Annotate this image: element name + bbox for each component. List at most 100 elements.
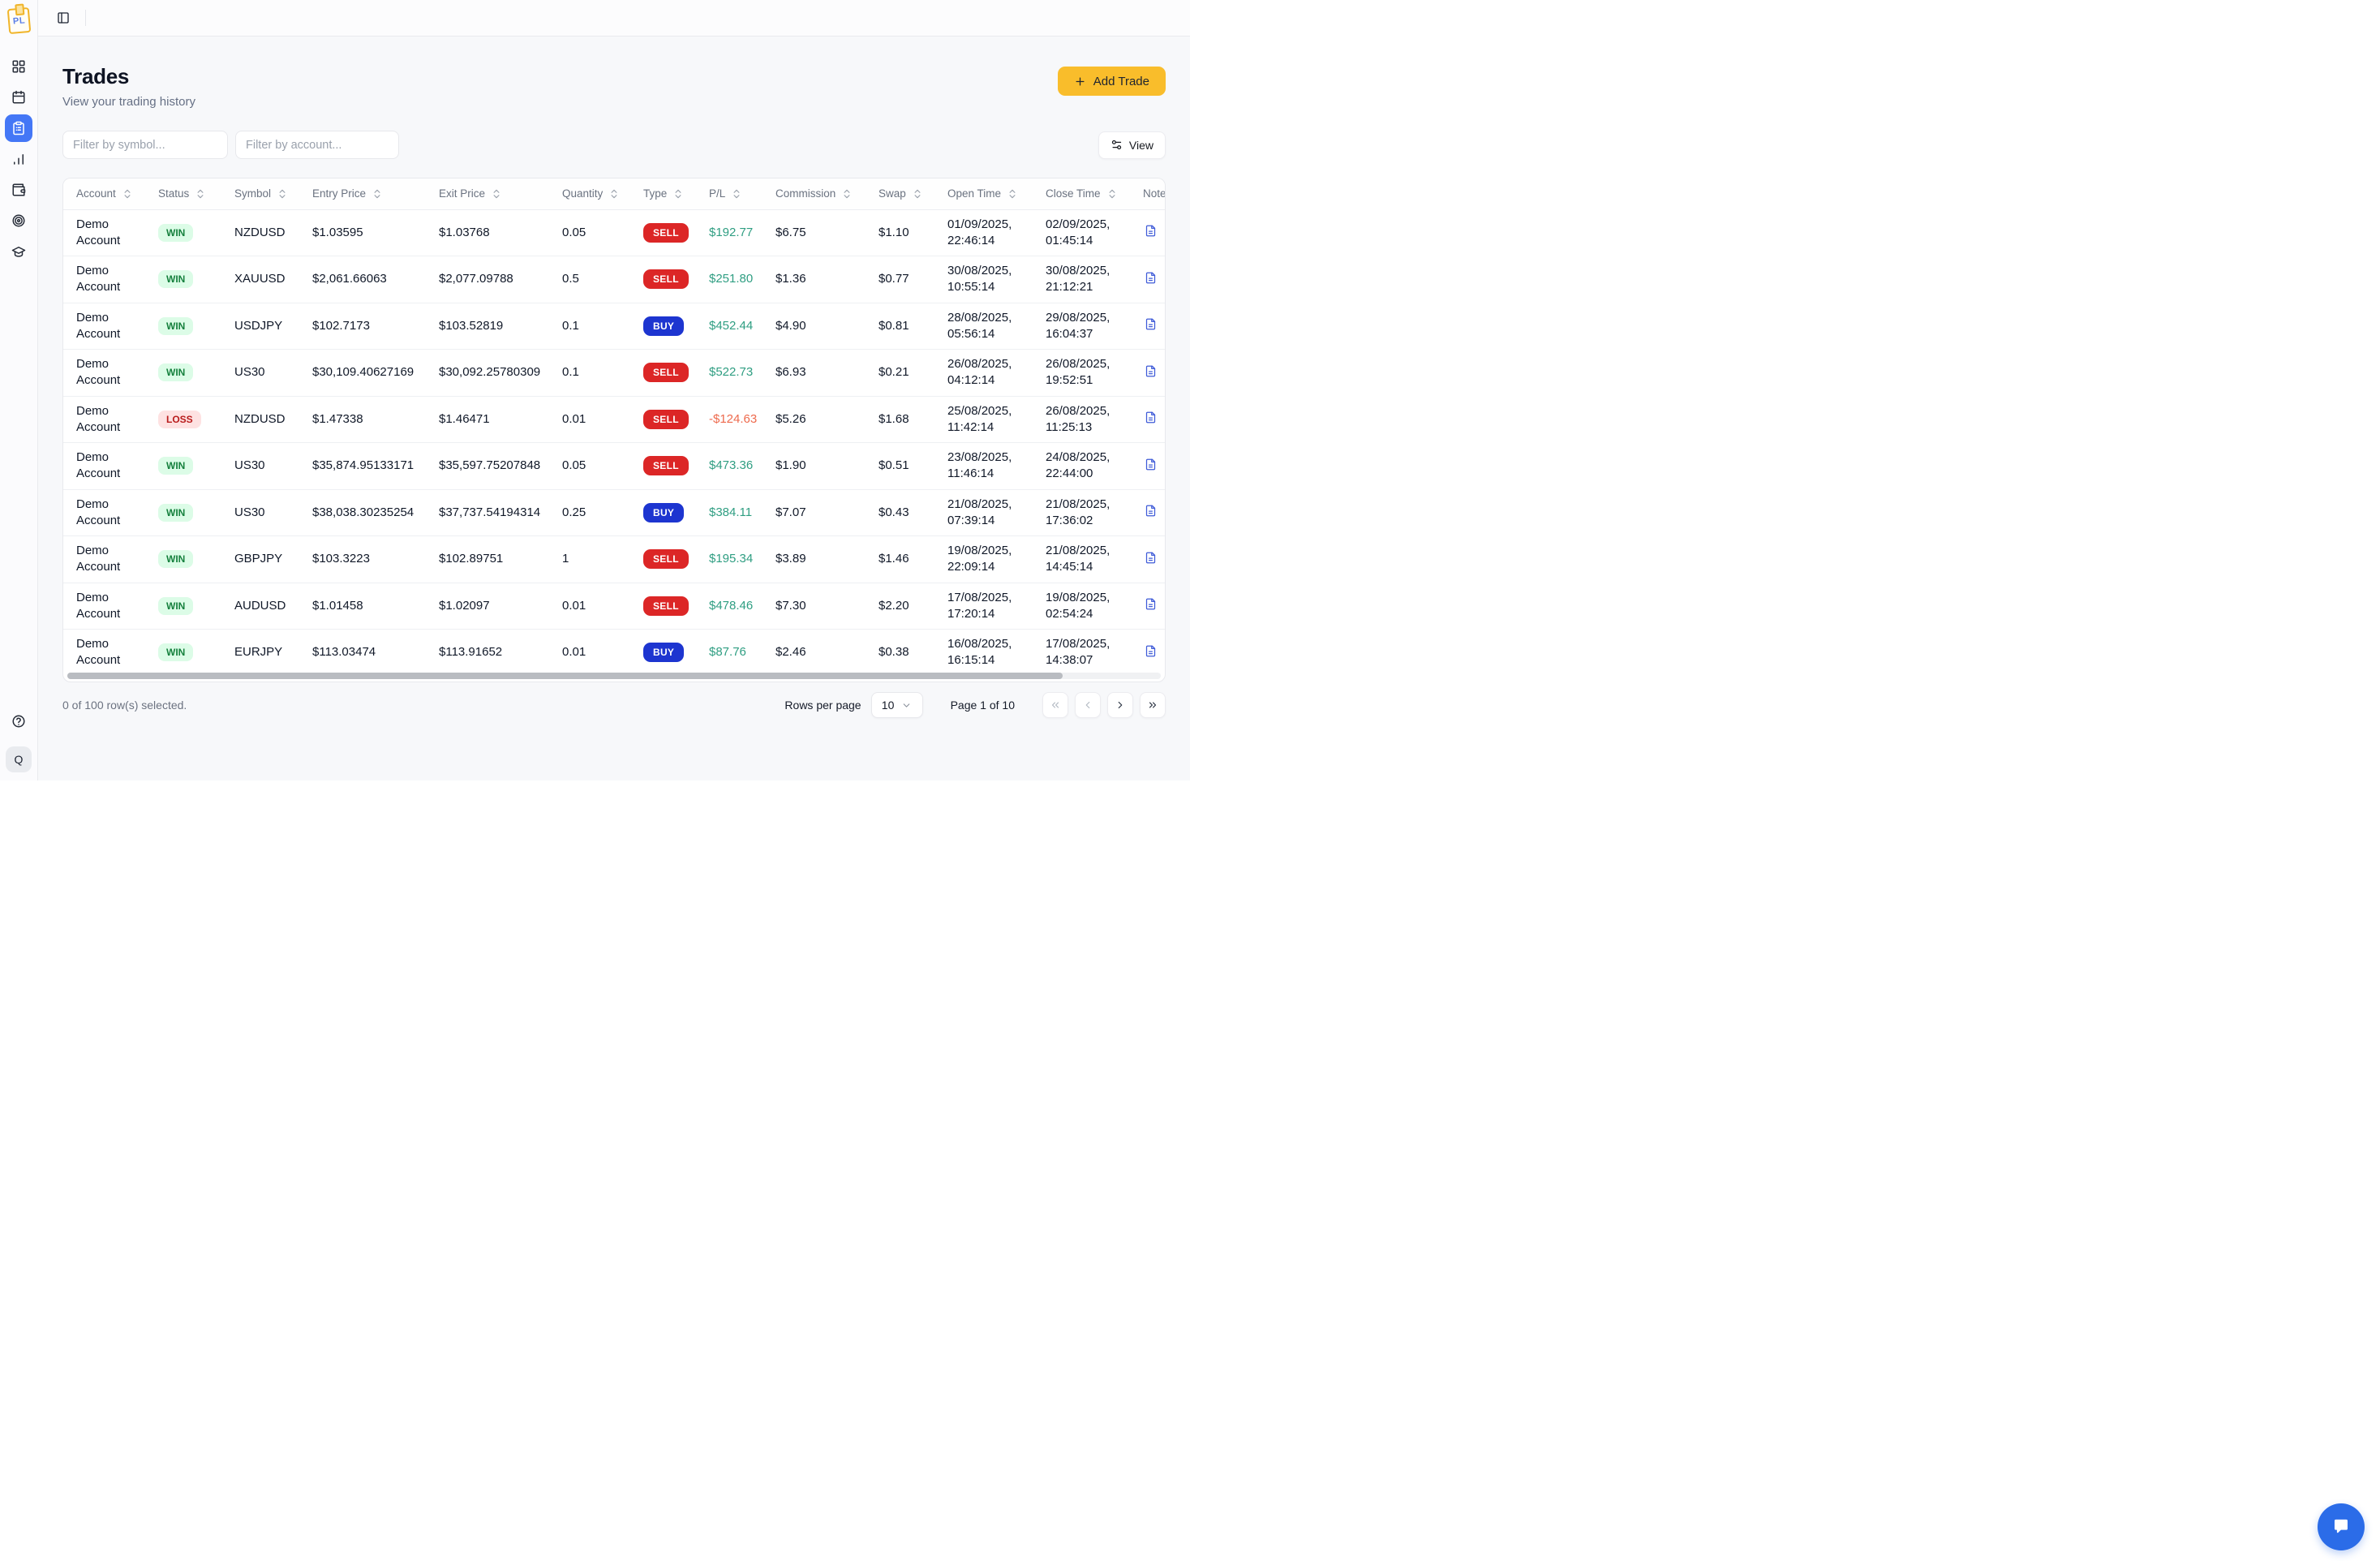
pl-value: $87.76 [709, 645, 746, 660]
table-row[interactable]: Demo Account WIN US30 $35,874.95133171 $… [63, 442, 1165, 490]
swap-cell: $2.20 [866, 583, 934, 630]
rows-per-page-select[interactable]: 10 [870, 692, 923, 718]
table-row[interactable]: Demo Account WIN XAUUSD $2,061.66063 $2,… [63, 256, 1165, 303]
chat-widget-button[interactable] [2318, 1503, 2365, 1550]
sort-chevrons-icon [491, 188, 502, 200]
entry-price-cell: $35,874.95133171 [299, 442, 426, 490]
sort-chevrons-icon [912, 188, 923, 200]
note-button[interactable] [1143, 410, 1158, 425]
sidebar-item-accounts[interactable] [5, 176, 32, 204]
close-time-cell: 26/08/2025, 11:25:13 [1033, 396, 1130, 443]
add-trade-button[interactable]: Add Trade [1057, 67, 1166, 96]
wallet-icon [11, 183, 26, 197]
entry-price-cell: $2,061.66063 [299, 256, 426, 303]
sidebar-item-trades[interactable] [5, 114, 32, 142]
swap-cell: $0.43 [866, 489, 934, 536]
column-header-label: Quantity [562, 187, 604, 200]
column-header[interactable]: Entry Price [299, 178, 426, 210]
chevron-left-icon [1082, 699, 1093, 711]
sidebar-toggle-button[interactable] [54, 8, 73, 28]
column-header[interactable]: Type [630, 178, 696, 210]
column-header-label: Account [76, 187, 116, 200]
last-page-button[interactable] [1140, 692, 1166, 718]
note-button[interactable] [1143, 503, 1158, 518]
page-subtitle: View your trading history [62, 95, 195, 109]
status-badge: WIN [158, 643, 194, 662]
table-row[interactable]: Demo Account LOSS NZDUSD $1.47338 $1.464… [63, 396, 1165, 443]
column-header[interactable]: Status [145, 178, 221, 210]
exit-price-cell: $1.02097 [426, 583, 549, 630]
note-file-icon [1145, 225, 1157, 237]
column-header[interactable]: Symbol [221, 178, 299, 210]
table-scroll-area: Account Status Symbol Entry Price [63, 178, 1165, 672]
sidebar-item-learn[interactable] [5, 238, 32, 265]
column-header[interactable]: Open Time [934, 178, 1033, 210]
symbol-cell: XAUUSD [221, 256, 299, 303]
table-row[interactable]: Demo Account WIN USDJPY $102.7173 $103.5… [63, 303, 1165, 350]
help-button[interactable] [5, 707, 32, 735]
note-cell [1130, 583, 1165, 630]
type-cell: BUY [630, 629, 696, 672]
column-header[interactable]: Swap [866, 178, 934, 210]
open-time-cell: 17/08/2025, 17:20:14 [934, 583, 1033, 630]
pl-value: $473.36 [709, 458, 754, 473]
column-header[interactable]: Close Time [1033, 178, 1130, 210]
sidebar-item-calendar[interactable] [5, 84, 32, 111]
table-row[interactable]: Demo Account WIN AUDUSD $1.01458 $1.0209… [63, 583, 1165, 630]
table-row[interactable]: Demo Account WIN US30 $30,109.40627169 $… [63, 349, 1165, 397]
horizontal-scrollbar-track[interactable] [67, 673, 1161, 679]
column-header[interactable]: Account [63, 178, 145, 210]
first-page-button[interactable] [1042, 692, 1068, 718]
note-button[interactable] [1143, 316, 1158, 332]
swap-cell: $1.68 [866, 396, 934, 443]
horizontal-scrollbar-thumb[interactable] [67, 673, 1063, 679]
next-page-button[interactable] [1107, 692, 1133, 718]
table-row[interactable]: Demo Account WIN NZDUSD $1.03595 $1.0376… [63, 209, 1165, 256]
pl-value: $195.34 [709, 552, 754, 566]
table-row[interactable]: Demo Account WIN GBPJPY $103.3223 $102.8… [63, 535, 1165, 583]
symbol-cell: EURJPY [221, 629, 299, 672]
type-badge: SELL [643, 596, 689, 616]
entry-price-cell: $103.3223 [299, 535, 426, 583]
column-header[interactable]: Exit Price [426, 178, 549, 210]
swap-cell: $1.10 [866, 209, 934, 256]
type-cell: BUY [630, 303, 696, 350]
previous-page-button[interactable] [1075, 692, 1101, 718]
quantity-cell: 0.05 [549, 209, 630, 256]
app-logo[interactable]: PL [6, 6, 31, 35]
type-cell: SELL [630, 535, 696, 583]
column-header[interactable]: P/L [696, 178, 763, 210]
column-header[interactable]: Note [1130, 178, 1165, 210]
type-cell: SELL [630, 256, 696, 303]
status-cell: WIN [145, 349, 221, 397]
sidebar-item-analytics[interactable] [5, 145, 32, 173]
note-button[interactable] [1143, 223, 1158, 239]
pl-value: $478.46 [709, 598, 754, 613]
note-button[interactable] [1143, 270, 1158, 286]
note-button[interactable] [1143, 363, 1158, 379]
view-options-button[interactable]: View [1098, 131, 1166, 159]
trades-clipboard-icon [11, 121, 26, 135]
pl-cell: $192.77 [696, 209, 763, 256]
note-file-icon [1145, 598, 1157, 610]
account-filter-input[interactable] [235, 131, 399, 159]
table-row[interactable]: Demo Account WIN EURJPY $113.03474 $113.… [63, 629, 1165, 672]
column-header[interactable]: Quantity [549, 178, 630, 210]
swap-cell: $0.51 [866, 442, 934, 490]
status-badge: WIN [158, 223, 194, 242]
sidebar-item-goals[interactable] [5, 207, 32, 234]
sort-chevrons-icon [195, 188, 206, 200]
column-header[interactable]: Commission [763, 178, 866, 210]
note-button[interactable] [1143, 550, 1158, 565]
note-file-icon [1145, 318, 1157, 330]
table-row[interactable]: Demo Account WIN US30 $38,038.30235254 $… [63, 489, 1165, 536]
open-time-cell: 01/09/2025, 22:46:14 [934, 209, 1033, 256]
open-time-cell: 19/08/2025, 22:09:14 [934, 535, 1033, 583]
note-button[interactable] [1143, 643, 1158, 659]
user-avatar[interactable]: Q [6, 746, 32, 772]
symbol-filter-input[interactable] [62, 131, 228, 159]
sidebar-item-dashboard[interactable] [5, 53, 32, 80]
note-button[interactable] [1143, 457, 1158, 472]
note-button[interactable] [1143, 596, 1158, 612]
swap-cell: $1.46 [866, 535, 934, 583]
